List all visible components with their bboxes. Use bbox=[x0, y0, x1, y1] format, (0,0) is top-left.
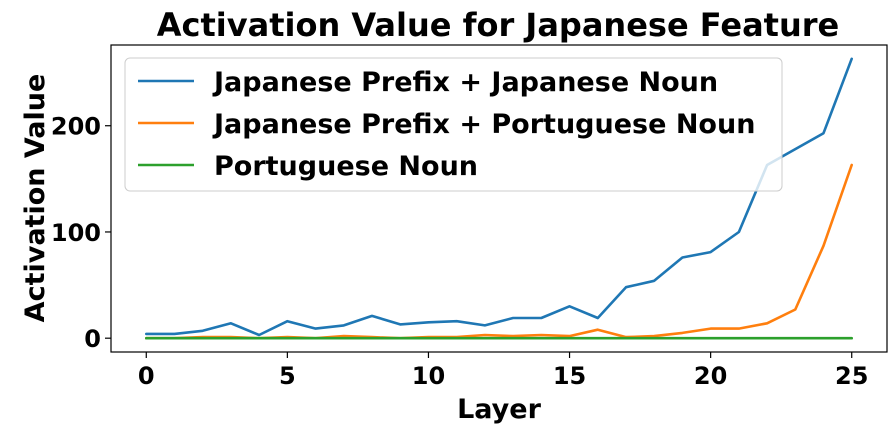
chart-title: Activation Value for Japanese Feature bbox=[157, 6, 839, 44]
series-line-1 bbox=[145, 57, 854, 337]
y-tick-label: 200 bbox=[51, 113, 101, 141]
x-axis-label: Layer bbox=[457, 394, 542, 425]
legend-label-3: Portuguese Noun bbox=[214, 151, 478, 182]
x-tick-label: 25 bbox=[835, 362, 868, 390]
x-tick-label: 15 bbox=[553, 362, 586, 390]
legend-label-1: Japanese Prefix + Japanese Noun bbox=[212, 67, 718, 98]
x-tick-label: 20 bbox=[694, 362, 727, 390]
legend: Japanese Prefix + Japanese Noun Japanese … bbox=[124, 57, 783, 192]
x-tick-label: 0 bbox=[138, 362, 155, 390]
legend-label-2: Japanese Prefix + Portuguese Noun bbox=[212, 109, 755, 140]
x-tick-label: 5 bbox=[279, 362, 296, 390]
ticks-layer: 0 5 10 15 20 25 0 100 200 bbox=[51, 113, 869, 390]
y-tick-label: 0 bbox=[84, 325, 101, 353]
x-tick-label: 10 bbox=[412, 362, 445, 390]
series-layer bbox=[145, 57, 854, 340]
legend-frame bbox=[124, 57, 783, 192]
plot-area-frame bbox=[110, 44, 888, 353]
y-axis-label: Activation Value bbox=[20, 74, 51, 323]
y-tick-label: 100 bbox=[51, 219, 101, 247]
